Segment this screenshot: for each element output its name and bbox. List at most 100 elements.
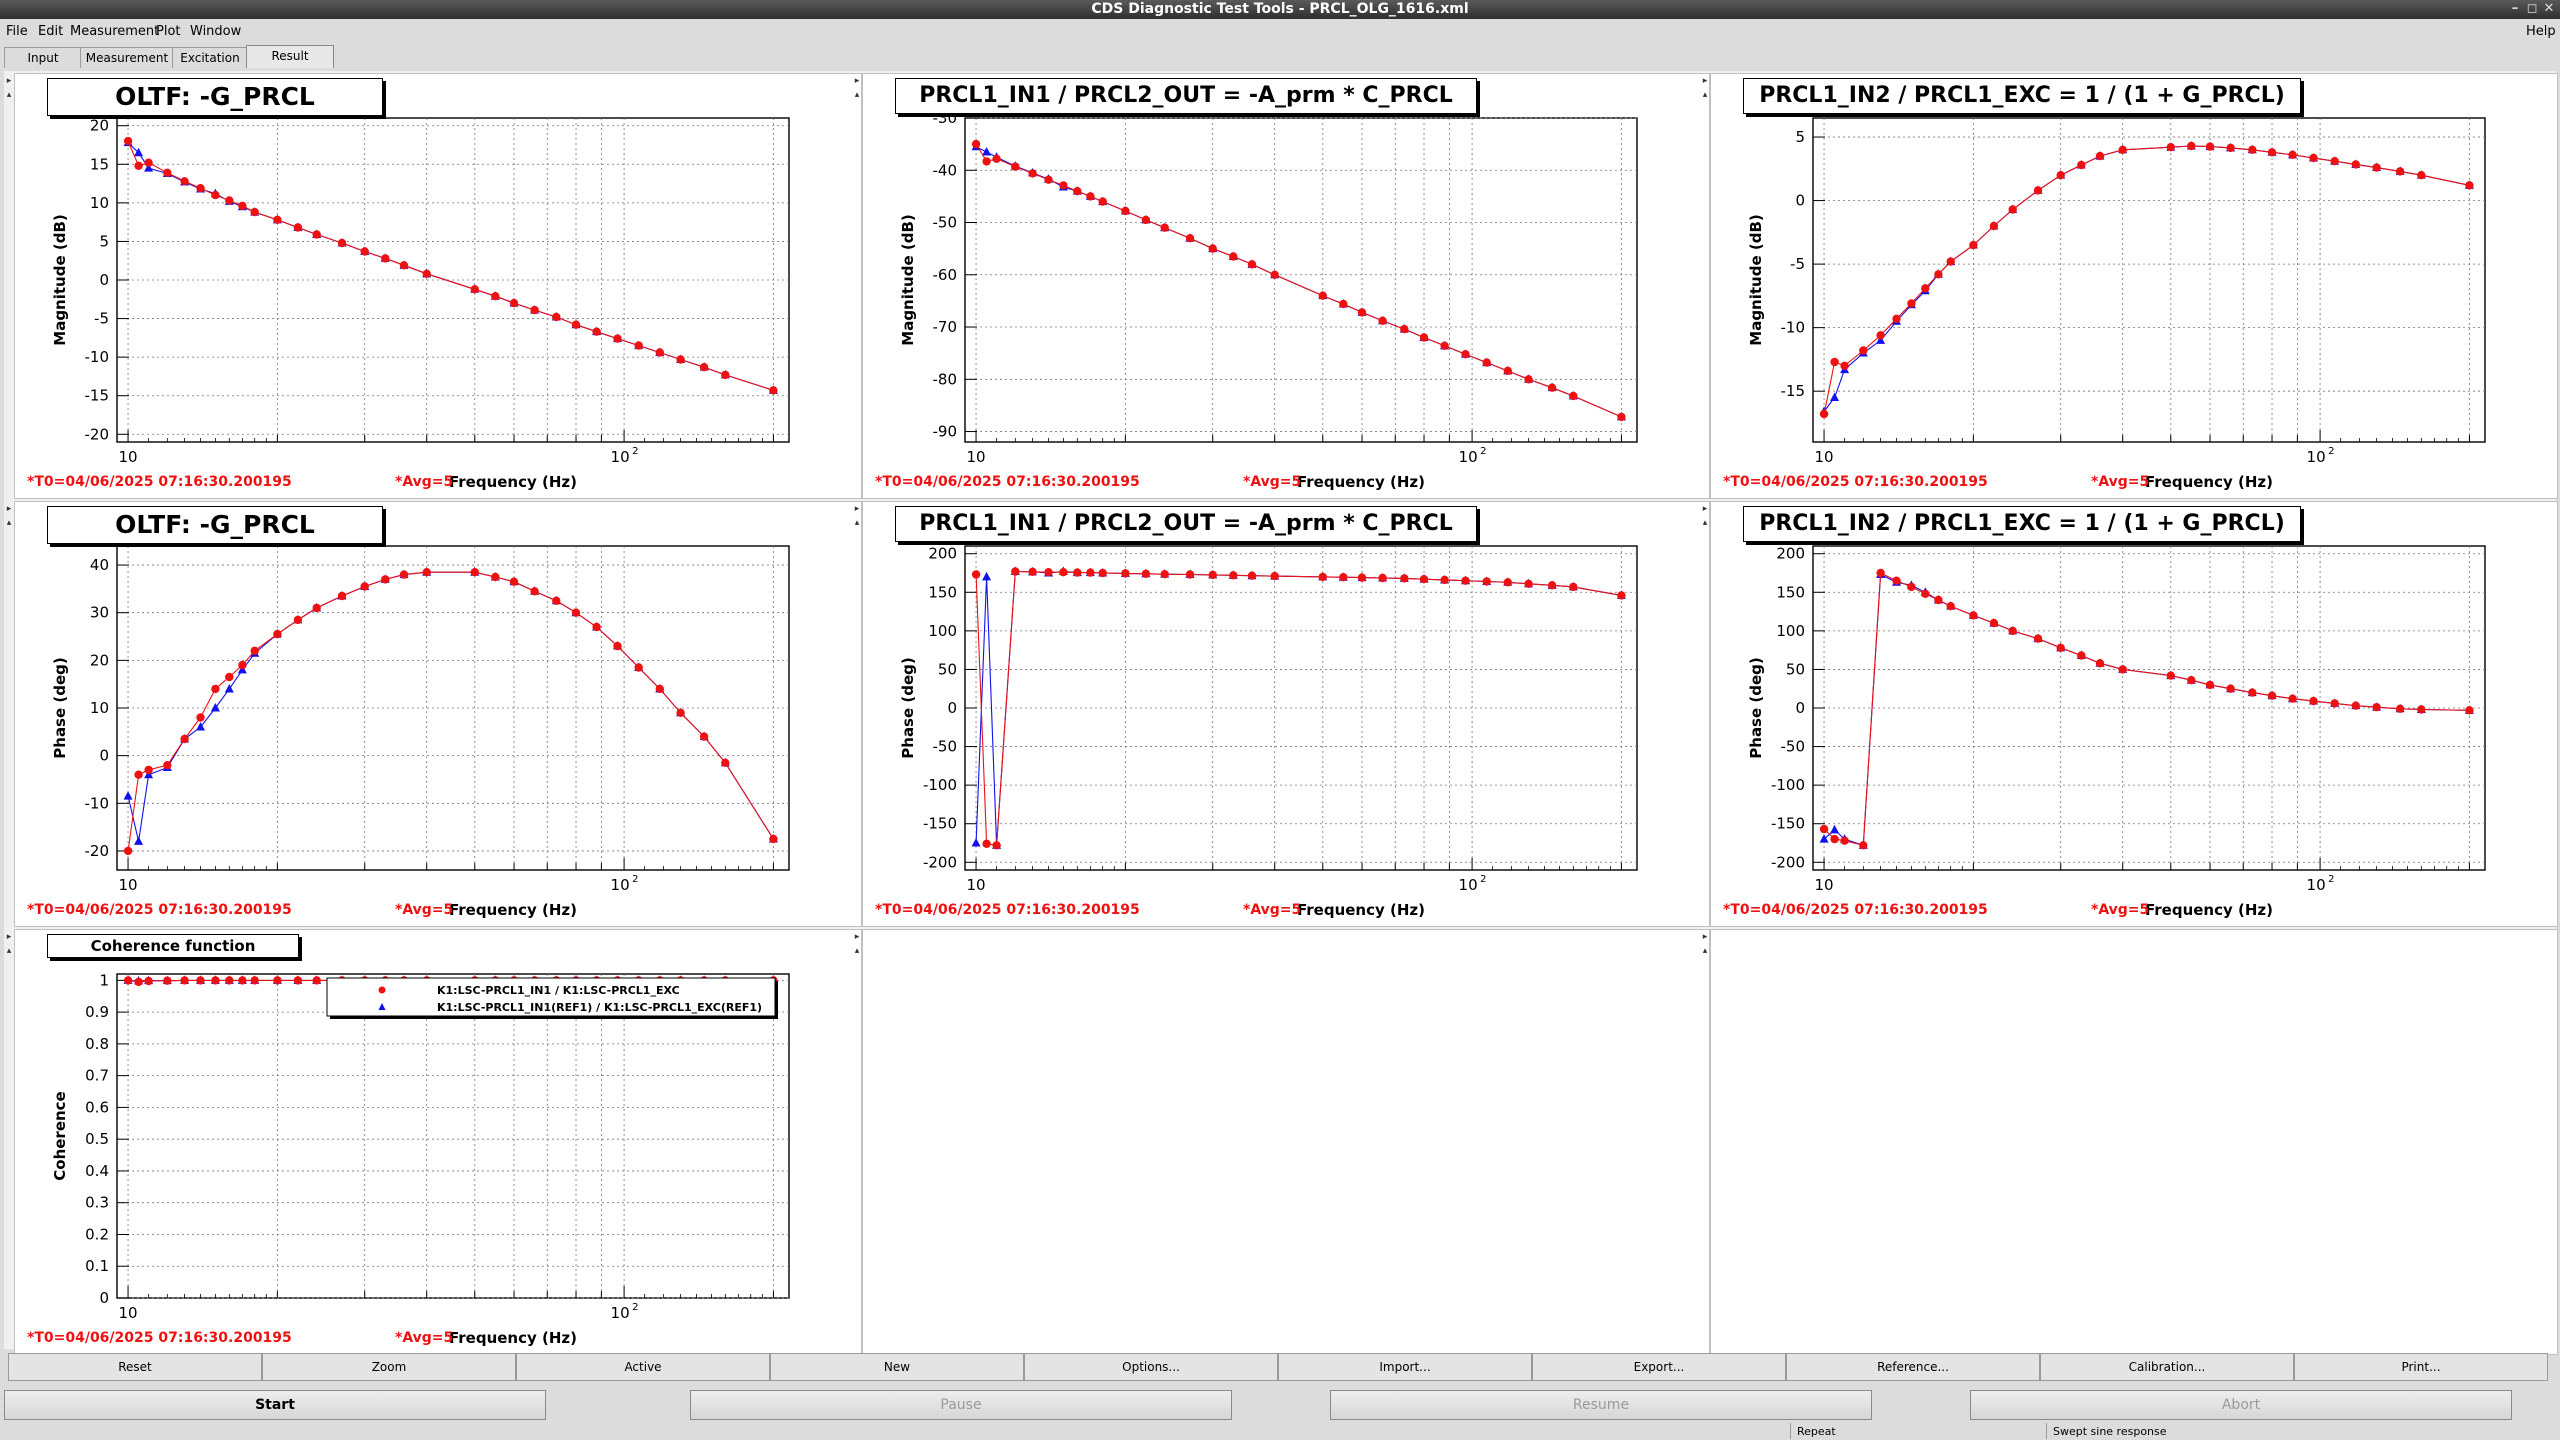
pad-down-icon[interactable]: ▴ [6, 90, 12, 100]
data-point [2267, 691, 2277, 700]
plot-pad[interactable]: 20 15 10 5 0 -5 -10 -15 -20 10 10 2 Frequency (Hz) Ma… [14, 73, 862, 499]
tab-measurement[interactable]: Measurement [80, 47, 174, 68]
pad-down-icon[interactable]: ▴ [854, 946, 860, 956]
menu-help[interactable]: Help [2526, 24, 2556, 39]
legend-label: K1:LSC-PRCL1_IN1(REF1) / K1:LSC-PRCL1_EX… [437, 1001, 762, 1014]
pad-up-icon[interactable]: ▸ [854, 504, 860, 514]
pad-down-icon[interactable]: ▴ [6, 946, 12, 956]
pad-down-icon[interactable]: ▴ [854, 90, 860, 100]
pad-up-icon[interactable]: ▸ [6, 76, 12, 86]
plot-pad[interactable]: -30 -40 -50 -60 -70 -80 -90 10 10 2 Frequency (Hz)… [862, 73, 1710, 499]
window-title-bar[interactable]: CDS Diagnostic Test Tools - PRCL_OLG_161… [0, 0, 2560, 19]
t0-stamp: *T0=04/06/2025 07:16:30.200195 [875, 474, 1140, 490]
status-repeat: Repeat [1790, 1423, 2047, 1439]
plot-pad[interactable]: 5 0 -5 -10 -15 10 10 2 Frequency (Hz) Magnitude (… [1710, 73, 2558, 499]
button-abort[interactable]: Abort [1970, 1390, 2512, 1420]
button-options[interactable]: Options... [1024, 1353, 1278, 1381]
avg-stamp: *Avg=5 [395, 902, 454, 918]
x-tick-label: 10 [1815, 876, 1834, 894]
pad-up-icon[interactable]: ▸ [854, 932, 860, 942]
pad-down-icon[interactable]: ▴ [1702, 946, 1708, 956]
data-point [2248, 145, 2257, 154]
data-point [699, 363, 709, 372]
minimize-icon[interactable]: – [2511, 1, 2519, 16]
data-point [1830, 392, 1840, 402]
plot-pad[interactable]: 40 30 20 10 0 -10 -20 10 10 2 Frequency (Hz) Phase … [14, 501, 862, 927]
data-point [163, 168, 172, 177]
data-point [2095, 151, 2105, 161]
menu-edit[interactable]: Edit [38, 24, 64, 39]
button-reset[interactable]: Reset [8, 1353, 262, 1381]
plot-pad[interactable] [862, 929, 1710, 1355]
button-pause[interactable]: Pause [690, 1390, 1232, 1420]
plot-pad[interactable]: 200 150 100 50 0 -50 -100 -150 -200 10 10 2 Frequenc… [862, 501, 1710, 927]
pad-up-icon[interactable]: ▸ [854, 76, 860, 86]
data-point [2417, 705, 2426, 714]
y-tick-label: 0.9 [85, 1003, 109, 1021]
data-point [2205, 142, 2215, 151]
t0-stamp: *T0=04/06/2025 07:16:30.200195 [1723, 902, 1988, 918]
data-point [144, 765, 153, 775]
data-point [1617, 412, 1626, 422]
plot-pad[interactable]: 1 0.9 0.8 0.7 0.6 0.5 0.4 0.3 0.2 0.1 0 10 10 2 Freque… [14, 929, 862, 1355]
plot-pad[interactable] [1710, 929, 2558, 1355]
button-resume[interactable]: Resume [1330, 1390, 1872, 1420]
data-point [1247, 571, 1257, 580]
pad-up-icon[interactable]: ▸ [1702, 504, 1708, 514]
x-axis-label: Frequency (Hz) [449, 901, 577, 919]
y-tick-label: -150 [923, 815, 957, 833]
tab-input[interactable]: Input [4, 47, 82, 68]
plot-pad[interactable]: 200 150 100 50 0 -50 -100 -150 -200 10 10 2 Frequenc… [1710, 501, 2558, 927]
data-point [123, 976, 133, 985]
pad-up-icon[interactable]: ▸ [6, 504, 12, 514]
data-point [225, 196, 234, 205]
data-point [1400, 574, 1409, 583]
data-point [982, 839, 991, 848]
button-reference[interactable]: Reference... [1786, 1353, 2040, 1381]
t0-stamp: *T0=04/06/2025 07:16:30.200195 [1723, 474, 1988, 490]
data-point [1946, 257, 1955, 266]
button-active[interactable]: Active [516, 1353, 770, 1381]
menu-window[interactable]: Window [190, 24, 242, 39]
y-tick-label: 20 [90, 651, 109, 669]
data-point [2288, 150, 2297, 159]
button-import[interactable]: Import... [1278, 1353, 1532, 1381]
pad-down-icon[interactable]: ▴ [1702, 518, 1708, 528]
data-point [196, 713, 205, 722]
data-point [982, 571, 992, 581]
pad-down-icon[interactable]: ▴ [6, 518, 12, 528]
close-icon[interactable]: ✕ [2543, 1, 2555, 16]
pad-down-icon[interactable]: ▴ [854, 518, 860, 528]
button-export[interactable]: Export... [1532, 1353, 1786, 1381]
pad-down-icon[interactable]: ▴ [1702, 90, 1708, 100]
data-point [1270, 571, 1279, 581]
pad-up-icon[interactable]: ▸ [1702, 932, 1708, 942]
button-calibration[interactable]: Calibration... [2040, 1353, 2294, 1381]
button-zoom[interactable]: Zoom [262, 1353, 516, 1381]
button-start[interactable]: Start [4, 1390, 546, 1420]
button-print[interactable]: Print... [2294, 1353, 2548, 1381]
data-point [1044, 175, 1053, 184]
t0-stamp: *T0=04/06/2025 07:16:30.200195 [27, 902, 292, 918]
t0-stamp: *T0=04/06/2025 07:16:30.200195 [27, 1330, 292, 1346]
button-new[interactable]: New [770, 1353, 1024, 1381]
pad-up-icon[interactable]: ▸ [6, 932, 12, 942]
data-point [982, 146, 992, 156]
menu-plot[interactable]: Plot [156, 24, 181, 39]
tab-result[interactable]: Result [246, 45, 334, 68]
menu-measurement[interactable]: Measurement [70, 24, 160, 39]
data-point [1830, 824, 1840, 834]
y-tick-label: 0 [1795, 699, 1805, 717]
y-tick-label: -10 [1781, 319, 1806, 337]
pad-up-icon[interactable]: ▸ [1702, 76, 1708, 86]
menu-file[interactable]: File [6, 24, 28, 39]
maximize-icon[interactable]: ◻ [2526, 1, 2538, 16]
tab-excitation[interactable]: Excitation [172, 47, 248, 68]
